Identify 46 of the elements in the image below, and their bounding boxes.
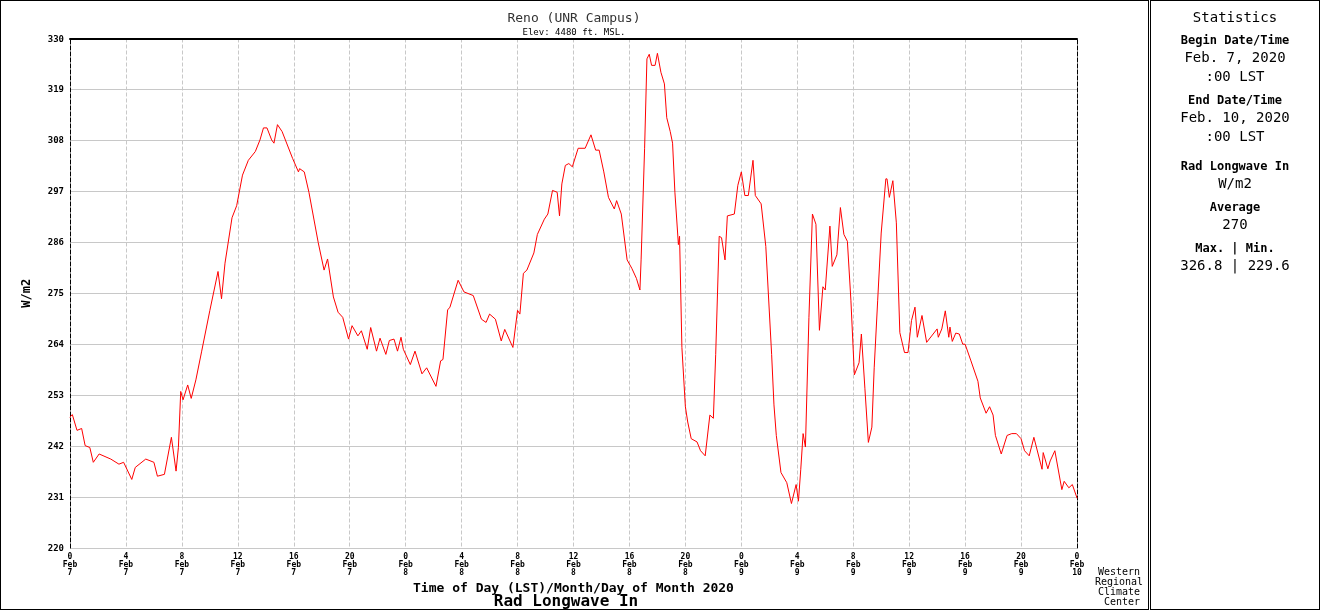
y-tick-label: 264 [47,339,65,350]
x-tick-label: 8 Feb 8 [510,551,525,577]
text: 326.8 | 229.6 [1179,256,1291,275]
x-tick-label: 12 Feb 7 [230,551,246,577]
x-tick-label: 4 Feb 8 [454,551,470,577]
y-axis-title: W/m2 [19,278,33,308]
chart-subtitle: Elev: 4480 ft. MSL. [522,26,626,37]
text: Feb. 10, 2020 :00 LST [1179,108,1291,146]
y-tick-label: 231 [47,492,64,503]
x-tick-label: 8 Feb 9 [846,551,861,577]
line-series [69,52,1078,505]
text: Max. | Min. [1194,240,1276,256]
chart-title: Reno (UNR Campus) [507,10,641,25]
x-tick-label: 20 Feb 9 [1013,551,1029,577]
y-tick-label: 253 [47,390,64,401]
y-tick-label: 319 [47,84,64,95]
x-tick-label: 12 Feb 9 [901,551,917,577]
text: Feb. 7, 2020 :00 LST [1183,48,1287,86]
text: End Date/Time [1187,92,1283,108]
y-tick-label: 308 [47,135,64,146]
x-tick-label: 0 Feb 10 [1069,551,1085,577]
x-tick-label: 20 Feb 8 [678,551,693,577]
x-tick-label: 0 Feb 7 [62,551,78,577]
x-tick-label: 0 Feb 9 [734,551,749,577]
x-tick-label: 20 Feb 7 [342,551,358,577]
text: Western Regional Climate Center [1094,565,1150,607]
text: Statistics [1191,8,1279,26]
y-tick-label: 286 [47,237,64,248]
x-tick-label: 4 Feb 7 [118,551,134,577]
y-tick-label: 330 [47,33,64,44]
text: W/m2 [1217,174,1253,193]
y-tick-label: 242 [47,441,64,452]
text: Rad Longwave In [1179,158,1291,174]
text: Average [1208,199,1262,215]
text: Begin Date/Time [1179,32,1291,48]
x-tick-label: 16 Feb 8 [622,551,637,577]
y-tick-label: 297 [47,186,64,197]
y-tick-label: 275 [47,288,64,299]
text: 270 [1221,215,1249,234]
x-tick-label: 16 Feb 7 [286,551,302,577]
x-tick-label: 8 Feb 7 [174,551,190,577]
x-tick-label: 16 Feb 9 [957,551,973,577]
x-tick-label: 4 Feb 9 [790,551,805,577]
x-tick-label: 12 Feb 8 [566,551,581,577]
x-tick-label: 0 Feb 8 [398,551,414,577]
y-tick-label: 220 [47,543,64,553]
